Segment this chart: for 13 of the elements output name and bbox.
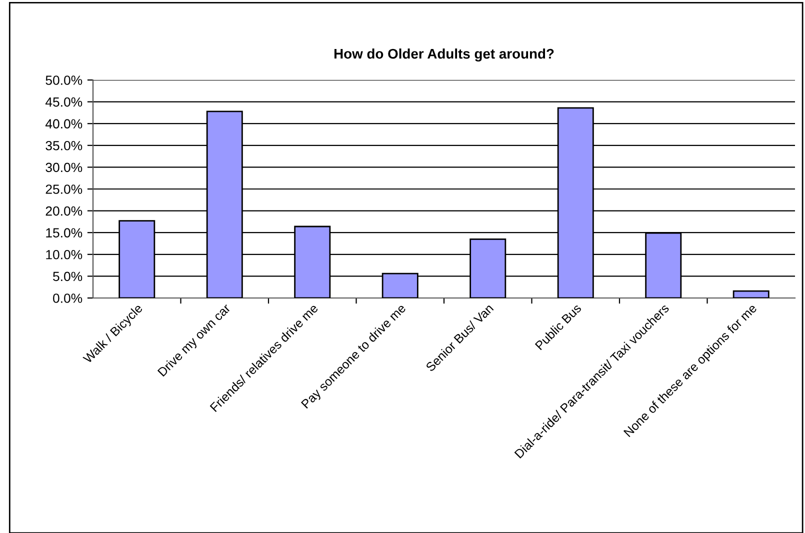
y-tick-label: 35.0% xyxy=(46,140,82,150)
chart-title: How do Older Adults get around? xyxy=(334,48,554,62)
y-tick-label: 25.0% xyxy=(46,184,82,194)
y-tick-label: 5.0% xyxy=(53,272,82,282)
y-tick-label: 10.0% xyxy=(46,250,82,260)
y-tick-label: 40.0% xyxy=(45,119,82,129)
y-tick-label: 0.0% xyxy=(53,294,82,303)
y-tick-label: 20.0% xyxy=(46,206,82,216)
y-tick-label: 15.0% xyxy=(46,228,82,238)
y-tick-label: 30.0% xyxy=(46,162,82,172)
y-tick-label: 45.0% xyxy=(45,97,82,107)
bar xyxy=(732,290,770,298)
y-tick-label: 50.0% xyxy=(46,76,82,85)
